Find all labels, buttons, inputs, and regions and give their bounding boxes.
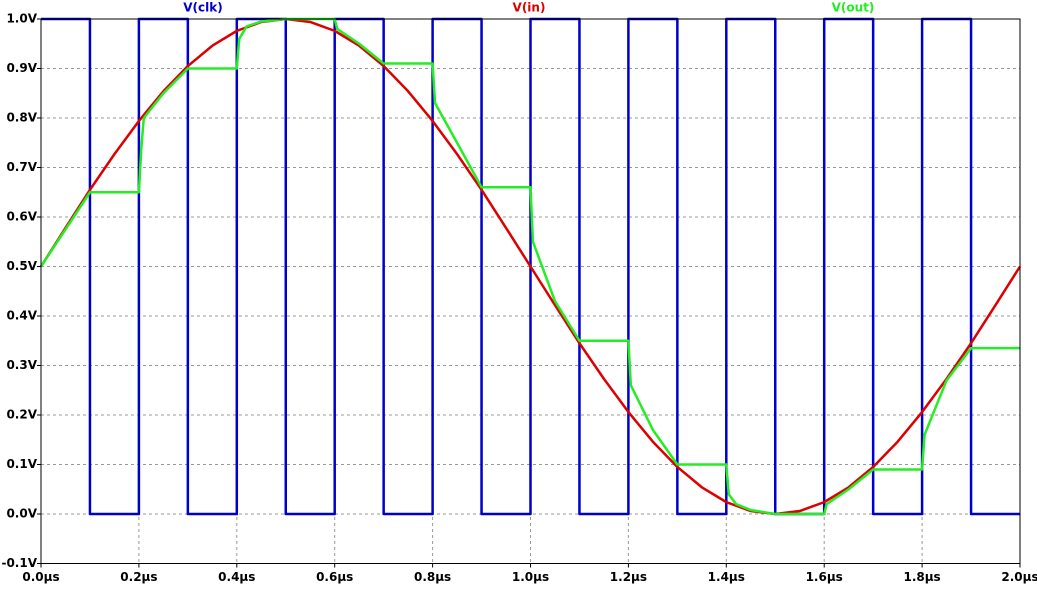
x-tick-label: 1.6µs	[806, 570, 843, 584]
x-tick-label: 0.2µs	[120, 570, 157, 584]
y-tick-label: 0.3V	[6, 358, 37, 372]
y-tick-label: -0.1V	[1, 556, 37, 570]
y-tick-label: 0.6V	[6, 210, 37, 224]
y-tick-label: 0.4V	[6, 309, 37, 323]
y-tick-label: 1.0V	[6, 12, 37, 26]
legend-label: V(out)	[832, 1, 875, 15]
series-line	[39, 17, 1022, 516]
x-tick-label: 2.0µs	[1001, 570, 1037, 584]
legend-label: V(in)	[513, 1, 546, 15]
plot-frame	[40, 18, 1021, 564]
y-tick-label: 0.7V	[6, 160, 37, 174]
x-tick-label: 0.4µs	[218, 570, 255, 584]
x-tick-label: 1.0µs	[512, 570, 549, 584]
y-tick-label: 0.5V	[6, 259, 37, 273]
y-tick-label: 0.9V	[6, 61, 37, 75]
x-tick-label: 1.4µs	[708, 570, 745, 584]
series-line	[39, 17, 1020, 516]
y-tick-label: 0.2V	[6, 408, 37, 422]
y-tick-label: 0.0V	[6, 507, 37, 521]
x-tick-label: 1.8µs	[903, 570, 940, 584]
legend-label: V(clk)	[183, 1, 222, 15]
x-tick-label: 0.6µs	[316, 570, 353, 584]
x-tick-label: 0.0µs	[22, 570, 59, 584]
x-tick-label: 1.2µs	[610, 570, 647, 584]
y-tick-label: 0.8V	[6, 111, 37, 125]
x-tick-label: 0.8µs	[414, 570, 451, 584]
y-tick-label: 0.1V	[6, 457, 37, 471]
